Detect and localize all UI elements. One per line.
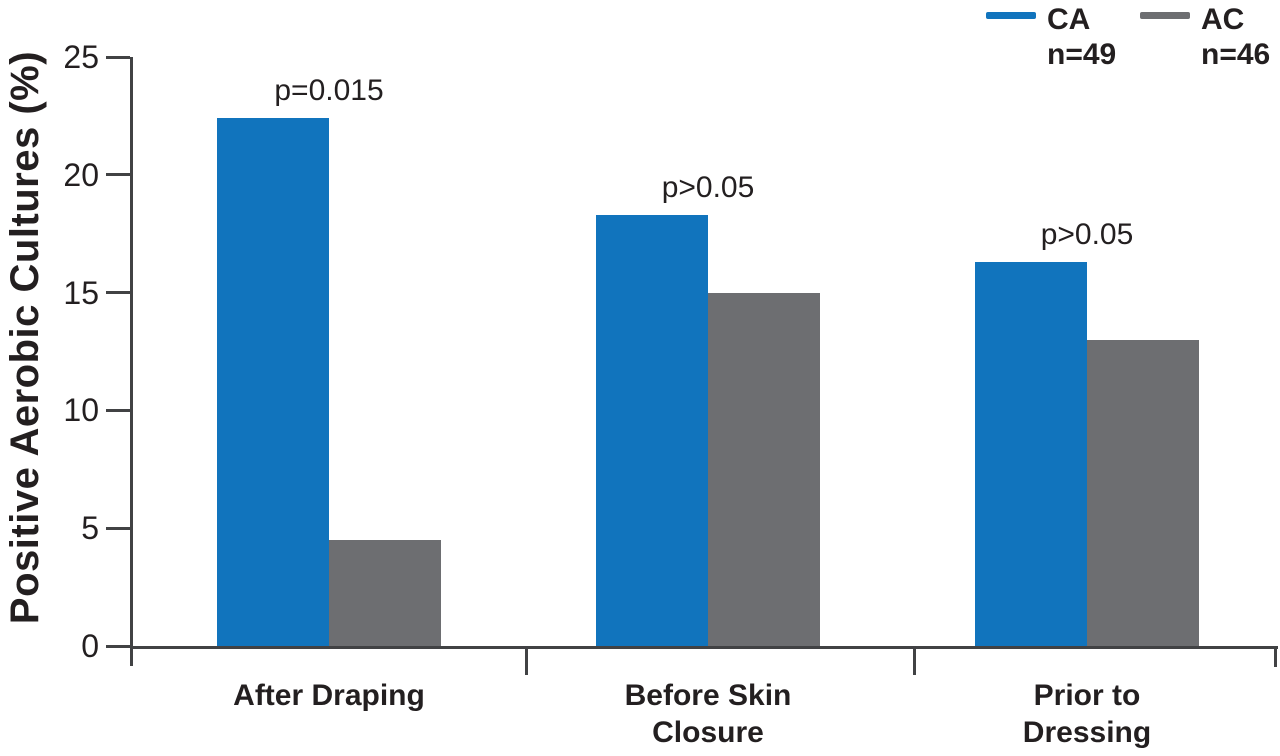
ca-legend-line-icon <box>986 12 1036 19</box>
y-tick-mark <box>106 526 130 530</box>
y-axis-title: Positive Aerobic Cultures (%) <box>0 28 52 646</box>
plot-area: 0 5 10 15 20 25 p=0.015 p>0.05 p>0.05 After Dra… <box>63 41 1278 749</box>
x-tick-mark <box>1273 649 1277 667</box>
bar-ca-prior-to-dressing <box>975 261 1087 646</box>
legend-entry-ca: CA n=49 <box>986 2 1116 72</box>
ac-legend-line-icon <box>1140 12 1190 19</box>
legend-label-ac: AC <box>1201 3 1245 36</box>
p-value-label: p>0.05 <box>661 170 755 204</box>
y-tick-label: 0 <box>81 628 99 664</box>
x-category-label-line: Prior to <box>1033 679 1141 712</box>
legend-n-ac: n=46 <box>1201 38 1271 71</box>
x-category-label-line: Dressing <box>1022 716 1152 749</box>
y-tick-mark <box>106 291 130 295</box>
y-axis-line <box>130 57 133 666</box>
x-tick-mark <box>524 649 528 675</box>
y-tick-mark <box>106 644 130 648</box>
y-tick-label: 15 <box>63 274 99 311</box>
x-category-label: Before Skin Closure <box>625 677 792 751</box>
bar-ac-before-skin-closure <box>708 292 820 646</box>
y-tick-mark <box>106 173 130 177</box>
p-value-label: p=0.015 <box>274 74 384 108</box>
x-category-label-line: Closure <box>652 716 764 749</box>
x-category-label-line: After Draping <box>233 679 425 712</box>
x-category-label: Prior to Dressing <box>1023 677 1151 751</box>
bar-ca-before-skin-closure <box>596 214 708 646</box>
legend-label-ca: CA <box>1047 3 1091 36</box>
y-tick-label: 20 <box>63 156 99 193</box>
x-tick-mark <box>912 649 916 675</box>
y-tick-mark <box>106 55 130 59</box>
bar-ac-prior-to-dressing <box>1087 339 1199 646</box>
y-axis-title-text: Positive Aerobic Cultures (%) <box>3 50 48 624</box>
x-category-label-line: Before Skin <box>624 679 792 712</box>
bar-ca-after-draping <box>217 118 329 646</box>
p-value-label: p>0.05 <box>1040 217 1134 251</box>
y-tick-label: 10 <box>63 392 99 429</box>
bar-ac-after-draping <box>329 539 441 646</box>
y-tick-mark <box>106 408 130 412</box>
x-category-label: After Draping <box>233 677 425 714</box>
y-tick-label: 25 <box>63 39 99 75</box>
x-axis-line <box>130 646 1278 649</box>
legend-n-ca: n=49 <box>1047 38 1117 71</box>
legend-entry-ac: AC n=46 <box>1140 2 1270 72</box>
y-tick-label: 5 <box>81 510 99 547</box>
